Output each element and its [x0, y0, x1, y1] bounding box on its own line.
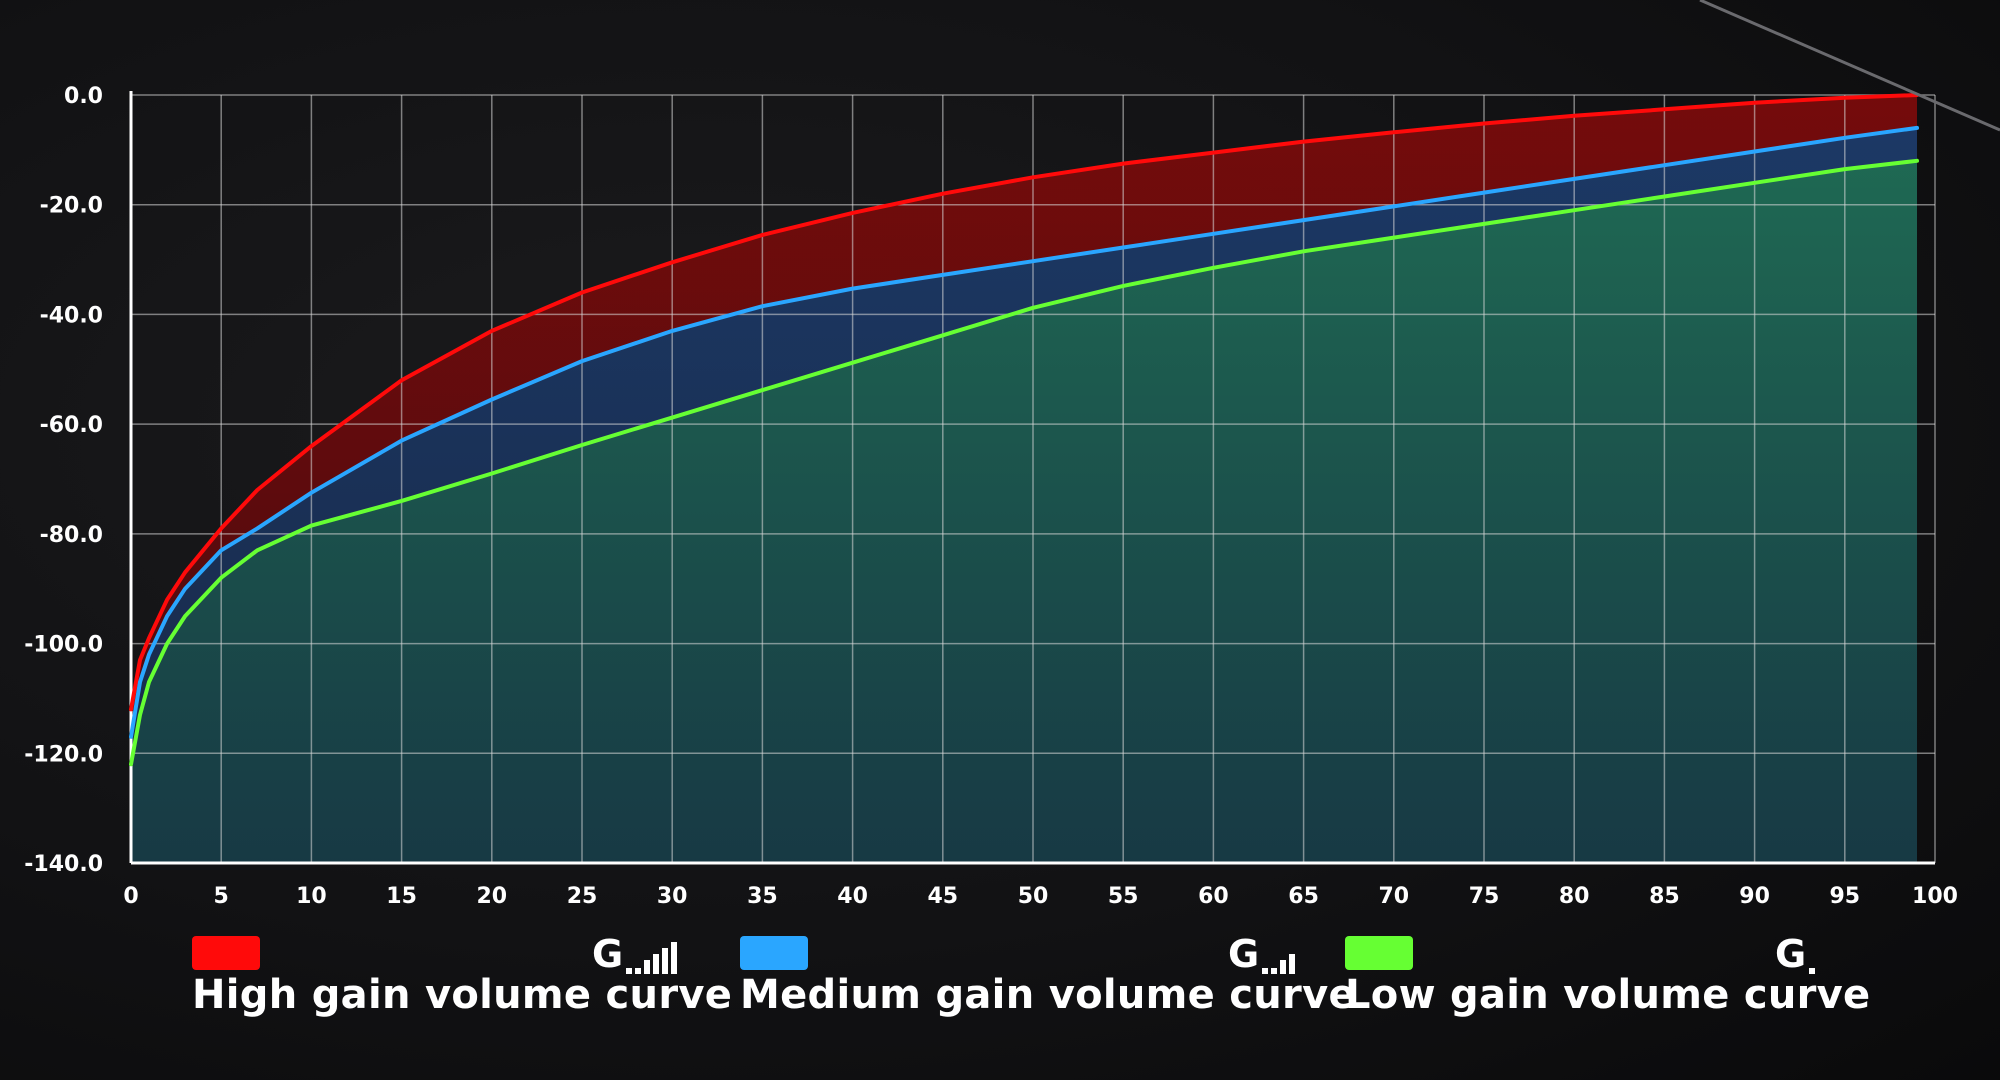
x-tick-label: 50 — [1018, 884, 1049, 909]
area-fills — [131, 95, 1917, 864]
x-tick-label: 70 — [1378, 884, 1409, 909]
legend-swatch-low — [1345, 936, 1413, 970]
x-tick-label: 95 — [1829, 884, 1860, 909]
legend-label-high: High gain volume curve — [192, 972, 733, 1018]
x-tick-label: 55 — [1108, 884, 1139, 909]
legend-swatch-high — [192, 936, 260, 970]
series-line-low — [129, 158, 1919, 767]
y-tick-label: -120.0 — [24, 742, 103, 767]
x-tick-label: 30 — [657, 884, 688, 909]
grid-lines — [130, 94, 1936, 864]
x-tick-label: 25 — [567, 884, 598, 909]
legend: G High gain volume curve G Medium gain v… — [0, 930, 2000, 1040]
x-tick-label: 0 — [123, 884, 138, 909]
x-tick-label: 85 — [1649, 884, 1680, 909]
y-tick-label: -20.0 — [40, 194, 103, 219]
legend-swatch-medium — [740, 936, 808, 970]
x-tick-label: 10 — [296, 884, 327, 909]
x-tick-label: 60 — [1198, 884, 1229, 909]
series-line-medium — [129, 125, 1919, 739]
y-tick-label: -80.0 — [40, 523, 103, 548]
x-tick-label: 100 — [1912, 884, 1958, 909]
x-tick-label: 75 — [1469, 884, 1500, 909]
series-line-high — [129, 93, 1919, 712]
gain-high-icon: G — [592, 934, 680, 974]
x-tick-label: 20 — [476, 884, 507, 909]
legend-label-medium: Medium gain volume curve — [740, 972, 1356, 1018]
gain-medium-icon: G — [1228, 934, 1298, 974]
y-tick-label: -60.0 — [40, 413, 103, 438]
x-tick-label: 90 — [1739, 884, 1770, 909]
area-fill-low — [131, 160, 1917, 864]
gain-low-icon: G — [1775, 934, 1818, 974]
x-tick-label: 65 — [1288, 884, 1319, 909]
y-tick-labels: 0.0 -20.0 -40.0 -60.0 -80.0 -100.0 -120.0 -140.… — [24, 84, 103, 877]
x-tick-labels: 0 5 10 15 20 25 30 35 40 45 50 55 60 65 70 75 80 85 90 95 10… — [123, 884, 1958, 909]
decorative-diagonal-line — [1699, 0, 2000, 132]
y-tick-label: -140.0 — [24, 852, 103, 877]
x-tick-label: 5 — [214, 884, 229, 909]
legend-label-low: Low gain volume curve — [1345, 972, 1871, 1018]
x-tick-label: 80 — [1559, 884, 1590, 909]
x-tick-label: 15 — [386, 884, 417, 909]
y-tick-label: 0.0 — [64, 84, 103, 109]
y-tick-label: -40.0 — [40, 303, 103, 328]
y-tick-label: -100.0 — [24, 633, 103, 658]
x-tick-label: 35 — [747, 884, 778, 909]
x-tick-label: 40 — [837, 884, 868, 909]
series-lines — [129, 93, 1919, 767]
x-tick-label: 45 — [927, 884, 958, 909]
